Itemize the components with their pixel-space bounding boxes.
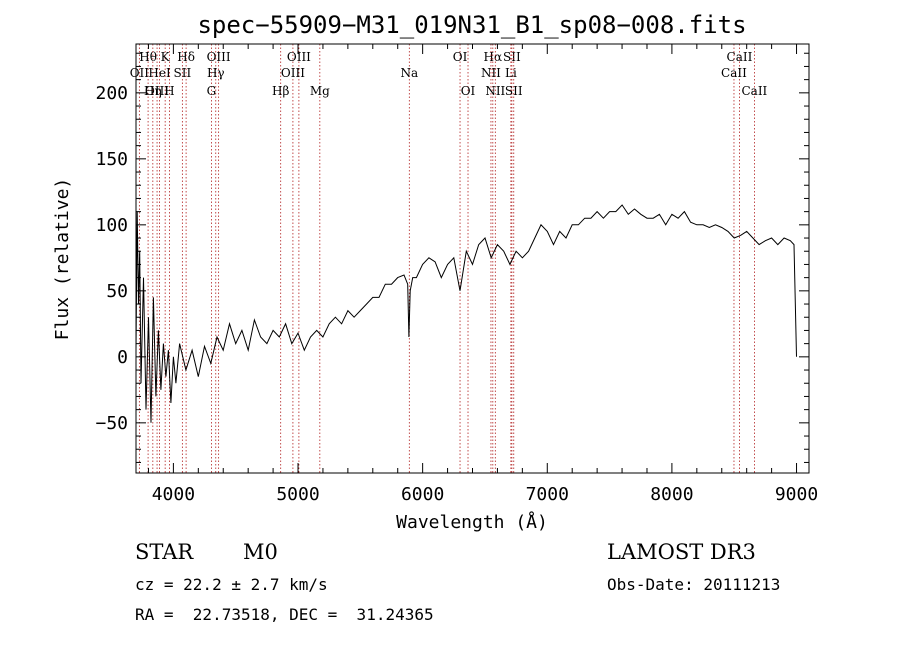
line-marker-label-10: Hγ <box>207 66 225 80</box>
line-marker-label-12: Hβ <box>272 84 289 98</box>
line-marker-label-14: OIII <box>281 66 305 80</box>
line-marker-label-4: HeI <box>148 66 171 80</box>
line-marker-label-16: Na <box>400 66 418 80</box>
x-axis: 4000 5000 6000 7000 8000 9000 <box>147 44 818 505</box>
line-marker-label-20: NII <box>481 66 501 80</box>
coordinates: RA = 22.73518, DEC = 31.24365 <box>135 605 434 624</box>
line-marker-label-8: SII <box>174 66 192 80</box>
survey-name: LAMOST DR3 <box>607 540 756 564</box>
line-marker-label-25: CaII <box>727 50 753 64</box>
line-marker-label-7: Hδ <box>177 50 195 64</box>
plot-frame <box>135 43 810 474</box>
object-class: STAR <box>135 540 194 564</box>
line-marker-label-15: Mg <box>310 84 330 98</box>
object-subclass: M0 <box>243 540 278 564</box>
line-marker-label-23: Li <box>505 66 517 80</box>
line-marker-label-5: Hη <box>144 84 162 98</box>
chart-title: spec−55909−M31_019N31_B1_sp08−008.fits <box>197 11 746 39</box>
observation-date: Obs-Date: 20111213 <box>607 575 781 594</box>
line-marker-label-17: OI <box>453 50 468 64</box>
y-tick-label-200: 200 <box>95 83 128 104</box>
y-axis-label: Flux (relative) <box>52 178 73 341</box>
x-tick-label-6000: 6000 <box>401 484 444 505</box>
x-tick-label-9000: 9000 <box>775 484 818 505</box>
line-marker-label-24: SII <box>505 84 523 98</box>
x-tick-label-4000: 4000 <box>152 484 195 505</box>
y-tick-label-0: 0 <box>117 347 128 368</box>
line-marker-label-19: Hα <box>484 50 503 64</box>
x-tick-label-7000: 7000 <box>526 484 569 505</box>
line-marker-label-13: OIII <box>287 50 311 64</box>
spectrum-line <box>135 204 797 423</box>
y-tick-label-100: 100 <box>95 215 128 236</box>
line-marker-label-18: OI <box>461 84 476 98</box>
line-markers: Hθ OII OIII K HeI Hη H Hδ SII OIII Hγ G Hβ OIII OIII Mg… <box>130 44 768 473</box>
line-marker-label-21: NII <box>485 84 505 98</box>
y-axis: −50 0 50 100 150 200 <box>95 52 809 463</box>
y-tick-label-150: 150 <box>95 149 128 170</box>
line-marker-label-11: G <box>207 84 217 98</box>
x-tick-label-5000: 5000 <box>276 484 319 505</box>
y-tick-label-50: 50 <box>106 281 128 302</box>
x-axis-label: Wavelength (Å) <box>396 511 548 533</box>
line-marker-label-1: OII <box>130 66 150 80</box>
line-marker-label-26: CaII <box>721 66 747 80</box>
line-marker-label-9: OIII <box>207 50 231 64</box>
line-marker-label-0: Hθ <box>139 50 157 64</box>
line-marker-label-3: K <box>161 50 171 64</box>
line-marker-label-27: CaII <box>741 84 767 98</box>
redshift-velocity: cz = 22.2 ± 2.7 km/s <box>135 575 328 594</box>
y-tick-label--50: −50 <box>95 413 128 434</box>
spectrum-series <box>135 204 797 423</box>
line-marker-label-2: OIII <box>145 84 169 98</box>
x-tick-label-8000: 8000 <box>650 484 693 505</box>
line-marker-label-6: H <box>164 84 174 98</box>
line-marker-label-22: SII <box>503 50 521 64</box>
